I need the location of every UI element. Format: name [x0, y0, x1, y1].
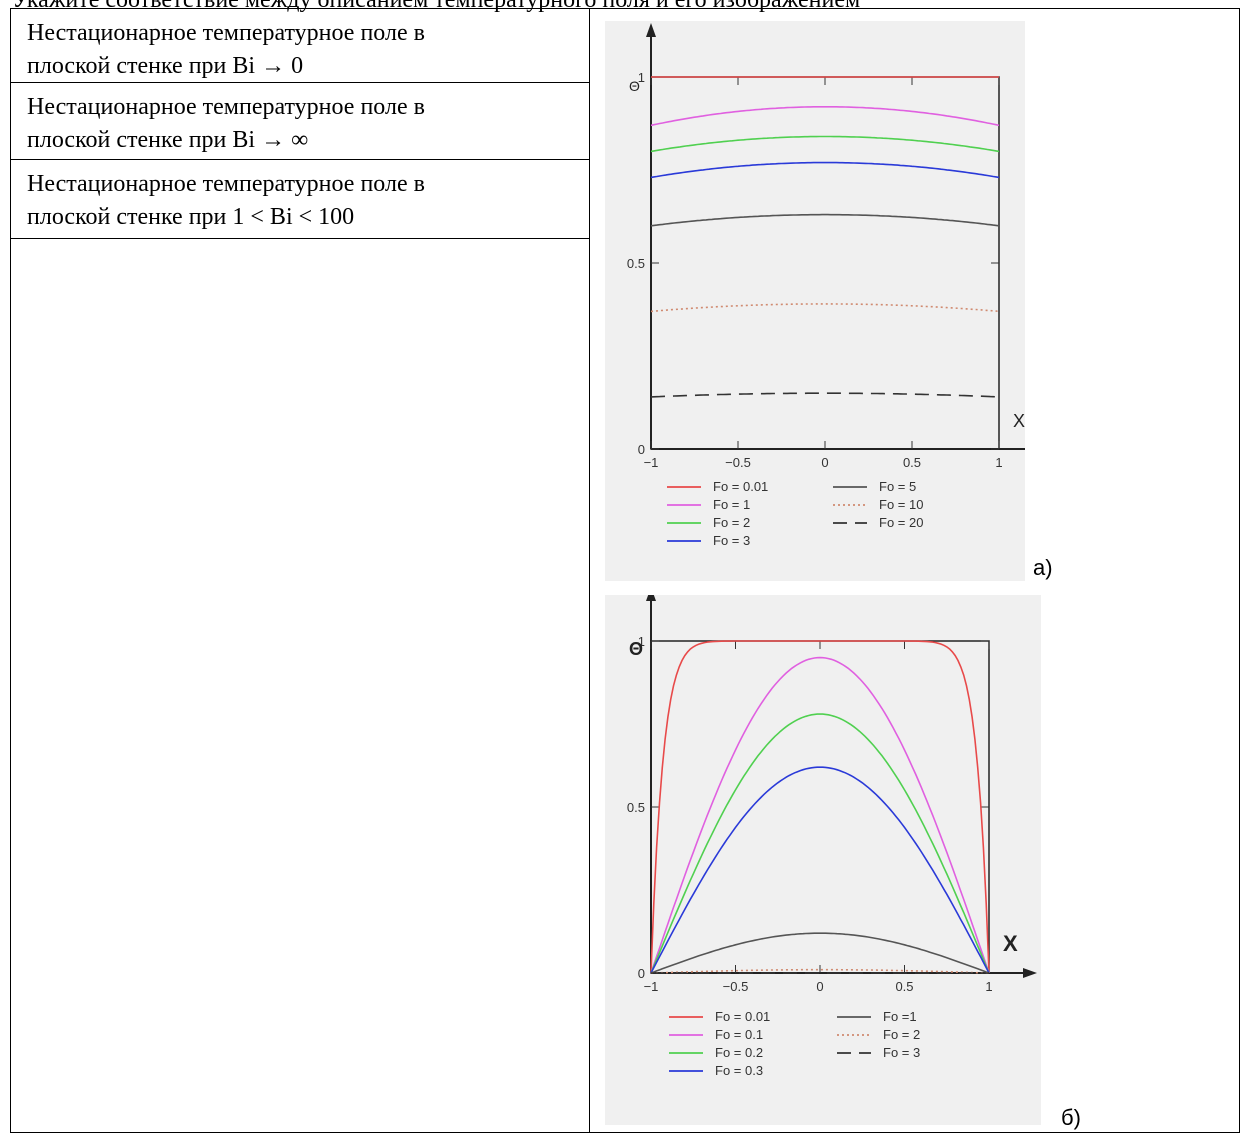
row-text-line2: плоской стенке при Bi → 0 — [27, 53, 304, 79]
y-axis-label: Θ — [629, 78, 640, 94]
chart-b: −1 −0.5 0 0.5 1 0 0.5 1 Θ X Fo = 0.01 Fo = 0.1 Fo = … — [605, 595, 1041, 1125]
row-text-line2: плоской стенке при 1 < Bi < 100 — [27, 204, 355, 230]
x-tick-label: 0.5 — [903, 455, 921, 470]
row-text-line1: Нестационарное температурное поле в — [27, 171, 425, 197]
x-tick-label: 1 — [985, 979, 992, 994]
series-line-2 — [650, 135, 1000, 153]
x-axis-label: X — [1003, 931, 1018, 956]
y-tick-label: 0 — [638, 966, 645, 981]
column-divider — [589, 9, 590, 1132]
row-bi-range: Нестационарное температурное поле в плос… — [11, 160, 589, 239]
series-line-2 — [650, 713, 990, 974]
series-line-0 — [650, 640, 990, 974]
y-tick-label: 0 — [638, 442, 645, 457]
legend-label-3: Fo = 0.3 — [715, 1063, 763, 1078]
x-tick-label: −0.5 — [723, 979, 749, 994]
legend-label-4: Fo =1 — [883, 1009, 917, 1024]
y-tick-label: 0.5 — [627, 256, 645, 271]
legend-label-5: Fo = 10 — [879, 497, 923, 512]
chart-a-caption: а) — [1033, 555, 1053, 580]
series-line-4 — [650, 932, 990, 974]
row-text-line1: Нестационарное температурное поле в — [27, 20, 425, 46]
y-axis-arrow-icon — [646, 23, 656, 37]
row-text-line1: Нестационарное температурное поле в — [27, 94, 425, 120]
x-tick-label: −1 — [644, 455, 659, 470]
x-tick-label: −0.5 — [725, 455, 751, 470]
legend-label-2: Fo = 2 — [713, 515, 750, 530]
x-tick-label: −1 — [644, 979, 659, 994]
row-bi-infinity: Нестационарное температурное поле в плос… — [11, 83, 589, 160]
x-tick-label: 1 — [995, 455, 1002, 470]
y-tick-label: 1 — [638, 634, 645, 649]
series-line-3 — [650, 161, 1000, 179]
series-line-6 — [650, 392, 1000, 398]
legend-label-3: Fo = 3 — [713, 533, 750, 548]
task-header: Укажите соответствие между описанием тем… — [12, 0, 861, 13]
x-tick-label: 0 — [816, 979, 823, 994]
series-line-5 — [650, 303, 1000, 313]
x-tick-label: 0 — [821, 455, 828, 470]
x-axis-arrow-icon — [1023, 968, 1037, 978]
y-axis-label: Θ — [629, 639, 643, 659]
series-line-5 — [650, 968, 990, 974]
legend-label-0: Fo = 0.01 — [713, 479, 768, 494]
legend-label-1: Fo = 1 — [713, 497, 750, 512]
legend-label-4: Fo = 5 — [879, 479, 916, 494]
chart-background — [605, 21, 1025, 581]
y-tick-label: 1 — [638, 70, 645, 85]
chart-background — [605, 595, 1041, 1125]
x-axis-label: X — [1013, 411, 1025, 431]
series-line-1 — [650, 656, 990, 974]
legend-label-5: Fo = 2 — [883, 1027, 920, 1042]
legend-label-6: Fo = 20 — [879, 515, 923, 530]
row-text-line2: плоской стенке при Bi → ∞ — [27, 127, 309, 153]
y-axis-arrow-icon — [646, 595, 656, 601]
series-line-4 — [650, 213, 1000, 227]
legend-label-1: Fo = 0.1 — [715, 1027, 763, 1042]
legend-label-2: Fo = 0.2 — [715, 1045, 763, 1060]
legend-label-6: Fo = 3 — [883, 1045, 920, 1060]
matching-table: Нестационарное температурное поле в плос… — [10, 8, 1240, 1133]
series-line-1 — [650, 106, 1000, 127]
chart-b-caption: б) — [1061, 1105, 1081, 1130]
y-tick-label: 0.5 — [627, 800, 645, 815]
series-line-3 — [650, 766, 990, 974]
x-tick-label: 0.5 — [895, 979, 913, 994]
row-bi-zero: Нестационарное температурное поле в плос… — [11, 9, 589, 83]
legend-label-0: Fo = 0.01 — [715, 1009, 770, 1024]
